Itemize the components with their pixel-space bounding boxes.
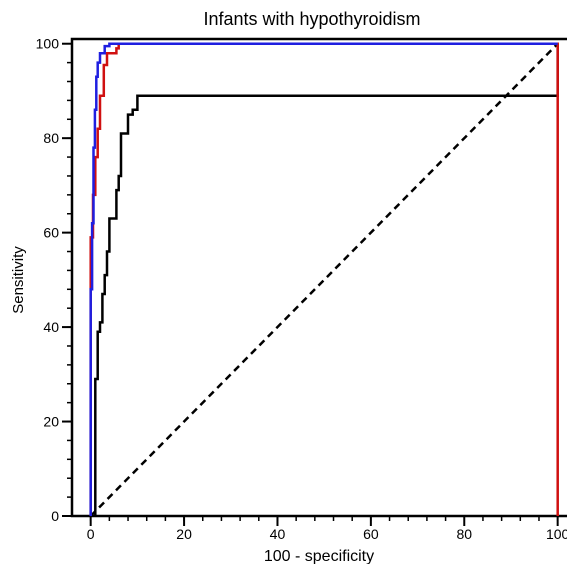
plot-frame <box>72 39 567 516</box>
y-tick-label: 60 <box>43 225 59 241</box>
y-tick-label: 40 <box>43 319 59 335</box>
x-tick-label: 40 <box>270 526 286 542</box>
y-tick-label: 20 <box>43 414 59 430</box>
y-tick-label: 100 <box>36 36 60 52</box>
y-tick-label: 0 <box>51 508 59 524</box>
reference-diagonal-line <box>91 44 558 516</box>
plot-area: 0 20 40 60 80 100 0 20 40 60 80 100 <box>36 36 567 542</box>
x-tick-label: 80 <box>456 526 472 542</box>
chart-title: Infants with hypothyroidism <box>203 9 420 29</box>
y-axis-label: Sensitivity <box>10 246 27 314</box>
x-tick-label: 20 <box>176 526 192 542</box>
x-axis-label: 100 - specificity <box>264 548 374 564</box>
x-tick-label: 100 <box>546 526 567 542</box>
x-tick-label: 60 <box>363 526 379 542</box>
y-tick-label: 80 <box>43 130 59 146</box>
x-tick-label: 0 <box>87 526 95 542</box>
